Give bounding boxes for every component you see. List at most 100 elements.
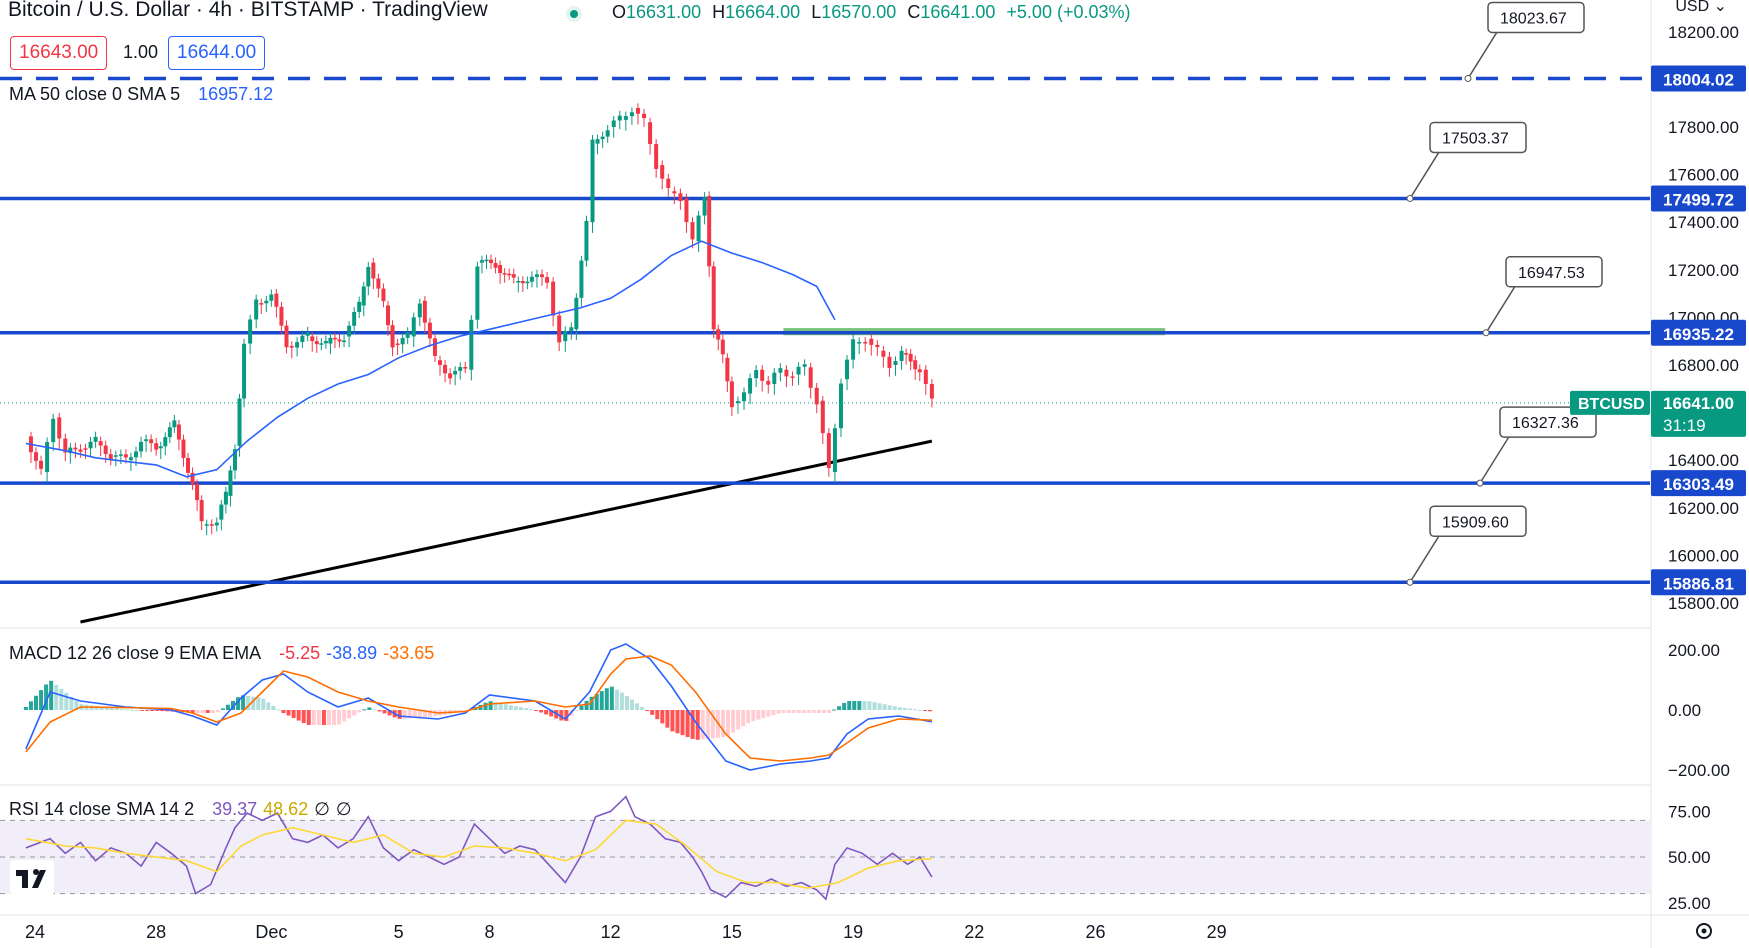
rsi-line — [25, 795, 933, 901]
macd-histogram-bar — [114, 708, 119, 710]
macd-histogram-bar — [872, 702, 877, 710]
price-tick-label: 16800.00 — [1668, 356, 1739, 375]
candle-body — [908, 353, 913, 362]
candle-body — [98, 441, 103, 446]
macd-histogram-bar — [64, 692, 69, 710]
macd-histogram-bar — [417, 710, 422, 718]
symbol-tag-bg — [1570, 390, 1650, 415]
market-open-icon — [566, 6, 582, 22]
macd-histogram-bar — [736, 710, 741, 730]
candle-body — [328, 337, 333, 344]
level-callout-box — [1487, 1, 1585, 34]
rsi-legend[interactable]: RSI 14 close SMA 14 2 39.37 48.62 ∅ ∅ — [9, 799, 352, 820]
candle-body — [684, 198, 689, 223]
candle-body — [219, 504, 224, 520]
callout-pointer — [1409, 533, 1441, 583]
level-price-tag — [1651, 65, 1746, 92]
macd-histogram-bar — [352, 710, 357, 716]
candle-body — [923, 369, 928, 385]
candle-body — [484, 259, 489, 262]
candle-body — [574, 297, 579, 330]
macd-histogram-bar — [397, 710, 402, 719]
candle-body — [729, 381, 734, 408]
macd-histogram-bar — [922, 710, 927, 711]
candle-body — [887, 356, 892, 368]
candle-body — [463, 367, 468, 369]
macd-histogram-bar — [811, 710, 816, 713]
candle-body — [579, 260, 584, 298]
rsi-tick-label: 50.00 — [1668, 848, 1711, 867]
currency-selector[interactable]: USD ⌄ — [1675, 0, 1727, 16]
macd-histogram-bar — [165, 710, 170, 712]
macd-histogram-bar — [665, 710, 670, 728]
candle-body — [493, 263, 498, 268]
level-price-label: 18004.02 — [1663, 70, 1734, 89]
macd-histogram-bar — [74, 700, 79, 710]
macd-histogram-bar — [256, 697, 261, 710]
price-tick-label: 16000.00 — [1668, 546, 1739, 565]
candle-body — [690, 222, 695, 240]
macd-histogram-bar — [145, 710, 150, 711]
level-price-tag — [1651, 185, 1746, 212]
candle-body — [760, 369, 765, 381]
candle-body — [929, 384, 934, 399]
macd-histogram-bar — [670, 710, 675, 732]
candle-body — [489, 259, 494, 264]
candle-body — [432, 338, 437, 356]
tradingview-logo-icon — [10, 860, 54, 896]
macd-histogram-bar — [231, 700, 236, 710]
macd-histogram-bar — [205, 710, 210, 713]
macd-histogram-bar — [503, 704, 508, 710]
candle-body — [857, 342, 862, 344]
candle-body — [209, 524, 214, 526]
candle-body — [479, 260, 484, 263]
macd-legend[interactable]: MACD 12 26 close 9 EMA EMA -5.25 -38.89 -33… — [9, 643, 434, 664]
candle-body — [128, 457, 133, 461]
candle-body — [545, 277, 550, 283]
candle-body — [623, 116, 628, 120]
settings-gear-icon[interactable] — [1696, 923, 1712, 939]
candle-body — [725, 357, 730, 382]
macd-histogram-bar — [220, 708, 225, 710]
macd-histogram-bar — [928, 710, 933, 712]
macd-histogram-bar — [761, 710, 766, 719]
macd-histogram-bar — [382, 710, 387, 714]
candle-body — [881, 350, 886, 357]
price-tick-label: 18200.00 — [1668, 23, 1739, 42]
time-tick-label: 12 — [601, 922, 621, 942]
ma-legend[interactable]: MA 50 close 0 SMA 5 16957.12 — [9, 84, 273, 105]
macd-histogram-bar — [483, 702, 488, 710]
macd-histogram-bar — [301, 710, 306, 724]
macd-histogram-bar — [680, 710, 685, 736]
candle-body — [232, 449, 237, 471]
macd-histogram-bar — [291, 710, 296, 719]
currency-label: USD — [1675, 0, 1710, 15]
candle-body — [502, 273, 507, 275]
macd-histogram-bar — [685, 710, 690, 738]
macd-histogram-bar — [39, 690, 44, 710]
callout-pointer — [1479, 434, 1511, 484]
candle-body — [305, 332, 310, 336]
macd-histogram-bar — [624, 695, 629, 710]
rsi-tick-label: 25.00 — [1668, 894, 1711, 913]
level-callout-label: 16947.53 — [1518, 265, 1585, 282]
macd-histogram-bar — [907, 708, 912, 710]
macd-histogram-bar — [544, 710, 549, 715]
buy-button[interactable]: 16644.00 — [168, 36, 266, 70]
candle-body — [405, 332, 410, 338]
open-label: O — [612, 2, 627, 22]
sell-button[interactable]: 16643.00 — [10, 36, 108, 70]
macd-histogram-bar — [266, 702, 271, 710]
candle-body — [45, 442, 50, 473]
quantity-value[interactable]: 1.00 — [123, 42, 159, 62]
macd-histogram-bar — [720, 710, 725, 738]
time-tick-label: 8 — [484, 922, 494, 942]
macd-histogram-bar — [342, 710, 347, 722]
candle-body — [720, 339, 725, 355]
candle-body — [742, 392, 747, 402]
callout-pointer — [1409, 150, 1441, 199]
price-tick-label: 17400.00 — [1668, 213, 1739, 232]
candle-body — [158, 446, 163, 449]
macd-histogram-bar — [902, 707, 907, 710]
